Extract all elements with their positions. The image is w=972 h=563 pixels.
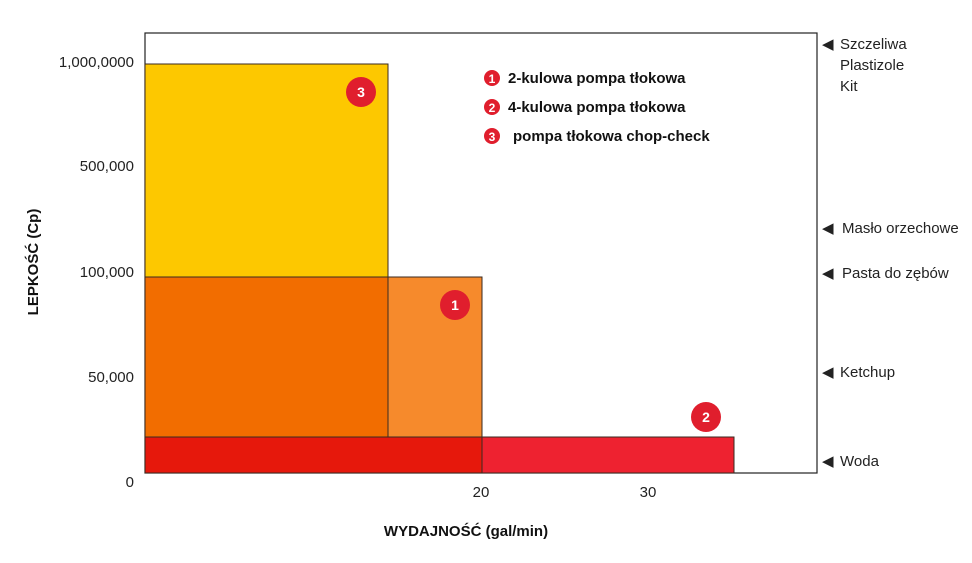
legend-badge <box>484 128 500 144</box>
reference-arrow: ◀ <box>822 265 834 282</box>
legend-badge-number: 2 <box>489 101 496 115</box>
y-axis-title: LEPKOŚĆ (Cp) <box>24 209 42 316</box>
x-tick-label: 20 <box>473 484 490 501</box>
pump-badge-number: 1 <box>451 297 459 313</box>
y-tick-label: 100,000 <box>80 264 134 281</box>
reference-labels: ◀ Szczeliwa Plastizole Kit ◀ Masło orzec… <box>822 36 959 470</box>
pump-badge-number: 2 <box>702 409 710 425</box>
x-tick-label: 30 <box>640 484 657 501</box>
y-tick-label: 50,000 <box>88 369 134 386</box>
pump-range-region <box>144 436 483 474</box>
x-axis-title: WYDAJNOŚĆ (gal/min) <box>384 522 548 540</box>
legend-badge <box>484 99 500 115</box>
legend-entry: 2-kulowa pompa tłokowa <box>508 70 686 87</box>
legend-badge-number: 3 <box>489 130 496 144</box>
pump-badge <box>691 402 721 432</box>
reference-label: Szczeliwa <box>840 36 907 53</box>
reference-label: Kit <box>840 78 858 95</box>
reference-arrow: ◀ <box>822 364 834 381</box>
y-tick-label: 1,000,0000 <box>59 54 134 71</box>
pump-range-region <box>144 276 389 438</box>
y-tick-label: 500,000 <box>80 158 134 175</box>
reference-label: Plastizole <box>840 57 904 74</box>
reference-label: Pasta do zębów <box>842 265 949 282</box>
reference-arrow: ◀ <box>822 220 834 237</box>
legend-entry: pompa tłokowa chop-check <box>513 128 710 145</box>
pump-range-region <box>481 436 735 474</box>
reference-arrow: ◀ <box>822 36 834 53</box>
reference-label: Ketchup <box>840 364 895 381</box>
legend-badge <box>484 70 500 86</box>
pump-range-region <box>144 63 389 278</box>
legend-entry: 4-kulowa pompa tłokowa <box>508 99 686 116</box>
reference-arrow: ◀ <box>822 453 834 470</box>
pump-badge <box>346 77 376 107</box>
legend: 1 2-kulowa pompa tłokowa 2 4-kulowa pomp… <box>484 70 710 145</box>
pump-badge <box>440 290 470 320</box>
legend-badge-number: 1 <box>489 72 496 86</box>
reference-label: Woda <box>840 453 880 470</box>
pump-badge-number: 3 <box>357 84 365 100</box>
y-tick-label: 0 <box>126 474 134 491</box>
reference-label: Masło orzechowe <box>842 220 959 237</box>
